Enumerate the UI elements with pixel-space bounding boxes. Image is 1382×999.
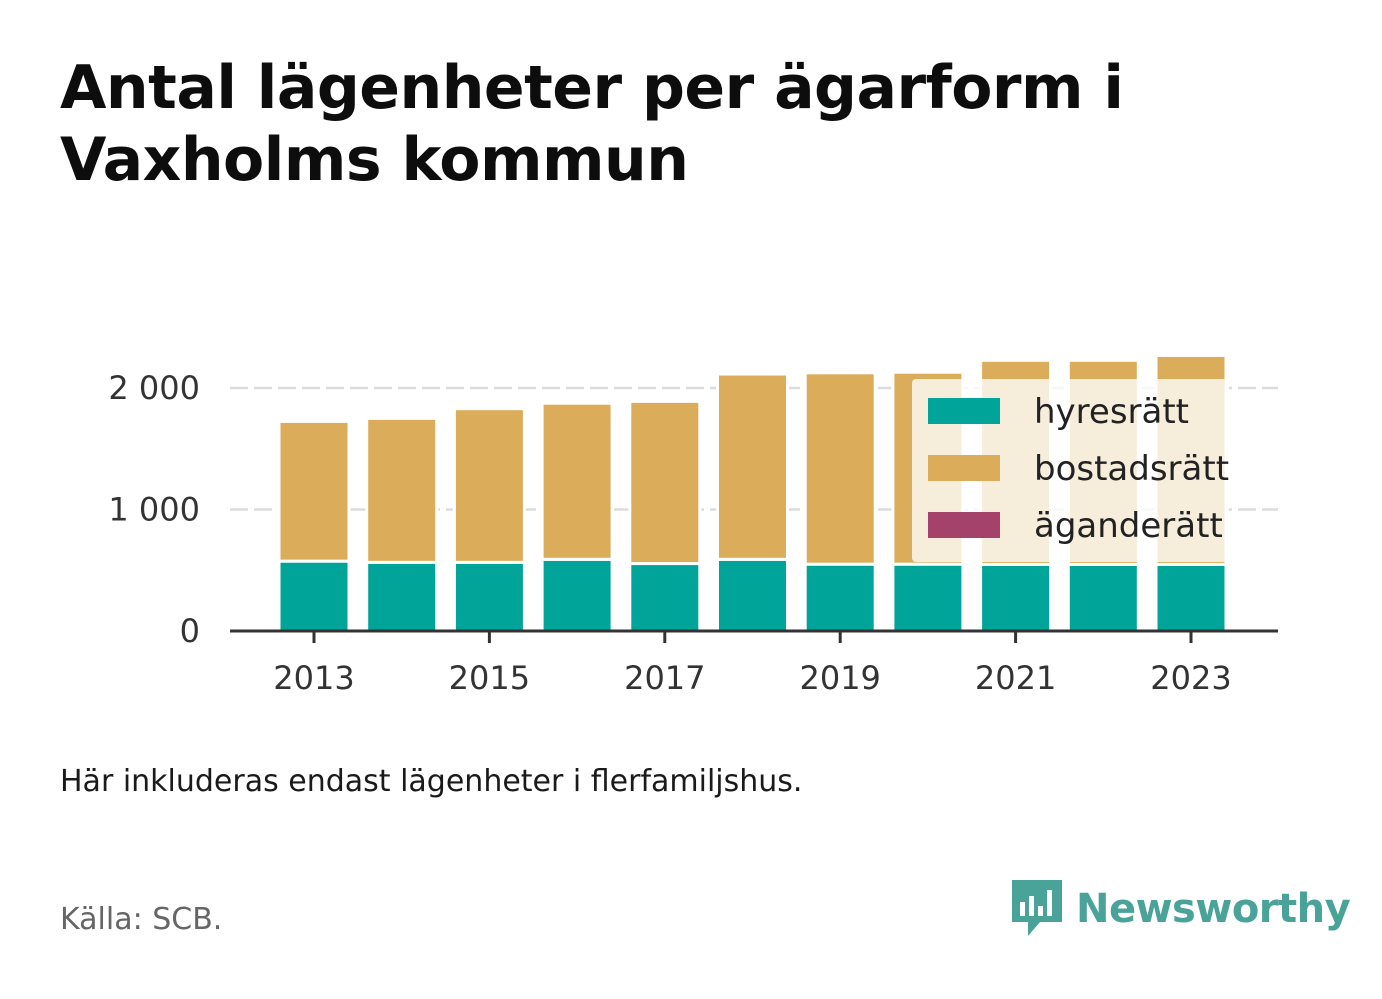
bar-segment xyxy=(277,559,351,633)
bar-segment xyxy=(1066,562,1140,633)
x-tick-label: 2019 xyxy=(799,659,880,697)
bar-segment xyxy=(628,399,702,566)
x-tick-label: 2013 xyxy=(273,659,354,697)
bar-segment xyxy=(365,416,439,564)
legend-swatch xyxy=(928,512,1000,538)
bar-segment xyxy=(452,407,526,564)
x-tick-label: 2023 xyxy=(1150,659,1231,697)
bar-segment xyxy=(628,562,702,633)
chart-title: Antal lägenheter per ägarform i Vaxholms… xyxy=(60,53,1124,195)
bar-segment xyxy=(540,401,614,561)
bar-segment xyxy=(365,560,439,633)
chart-note: Här inkluderas endast lägenheter i flerf… xyxy=(60,764,803,799)
bar-segment xyxy=(803,371,877,566)
y-tick-label: 2 000 xyxy=(108,369,200,407)
bar-segment xyxy=(716,372,789,561)
source-text: Källa: SCB. xyxy=(60,902,223,937)
x-tick-label: 2015 xyxy=(449,659,530,697)
legend-label: äganderätt xyxy=(1034,506,1223,546)
y-tick-label: 0 xyxy=(180,612,200,650)
x-tick-label: 2017 xyxy=(624,659,705,697)
axes: 0 1 000 2 000 2013 2015 2017 2019 2021 2023 xyxy=(108,369,1278,697)
y-tick-label: 1 000 xyxy=(108,491,200,529)
bar-segment xyxy=(452,560,526,633)
bar-segment xyxy=(1154,562,1228,633)
legend-swatch xyxy=(928,398,1000,424)
x-tick-label: 2021 xyxy=(975,659,1056,697)
legend-label: bostadsrätt xyxy=(1034,449,1229,489)
legend-swatch xyxy=(928,455,1000,481)
bar-segment xyxy=(277,419,351,563)
legend-label: hyresrätt xyxy=(1034,392,1189,432)
bar-segment xyxy=(979,562,1053,633)
legend: hyresrätt bostadsrätt äganderätt xyxy=(912,379,1229,562)
newsworthy-logo-icon xyxy=(1012,880,1062,936)
bar-segment xyxy=(891,562,965,633)
bar-segment xyxy=(803,562,877,633)
bar-segment xyxy=(540,557,614,633)
brand-name: Newsworthy xyxy=(1076,886,1351,932)
brand-logo: Newsworthy xyxy=(1010,878,1351,940)
bar-segment xyxy=(716,557,789,633)
stacked-bar-chart: 0 1 000 2 000 2013 2015 2017 2019 2021 2023 hyre… xyxy=(108,353,1278,697)
